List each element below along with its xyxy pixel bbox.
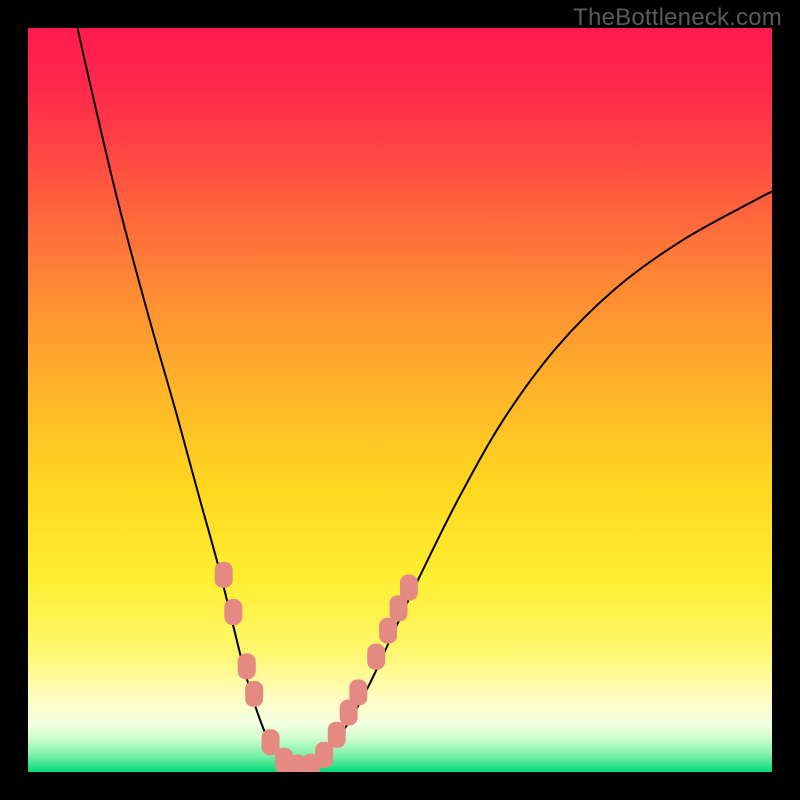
curve-marker bbox=[224, 599, 242, 625]
plot-svg bbox=[0, 0, 800, 800]
bottleneck-chart: TheBottleneck.com bbox=[0, 0, 800, 800]
curve-marker bbox=[315, 742, 333, 768]
curve-marker bbox=[400, 574, 418, 600]
watermark-text: TheBottleneck.com bbox=[573, 4, 782, 32]
curve-marker bbox=[349, 679, 367, 705]
gradient-background bbox=[28, 28, 772, 772]
curve-marker bbox=[328, 722, 346, 748]
curve-marker bbox=[379, 618, 397, 644]
curve-marker bbox=[367, 644, 385, 670]
curve-marker bbox=[238, 653, 256, 679]
curve-marker bbox=[245, 681, 263, 707]
curve-marker bbox=[215, 562, 233, 588]
